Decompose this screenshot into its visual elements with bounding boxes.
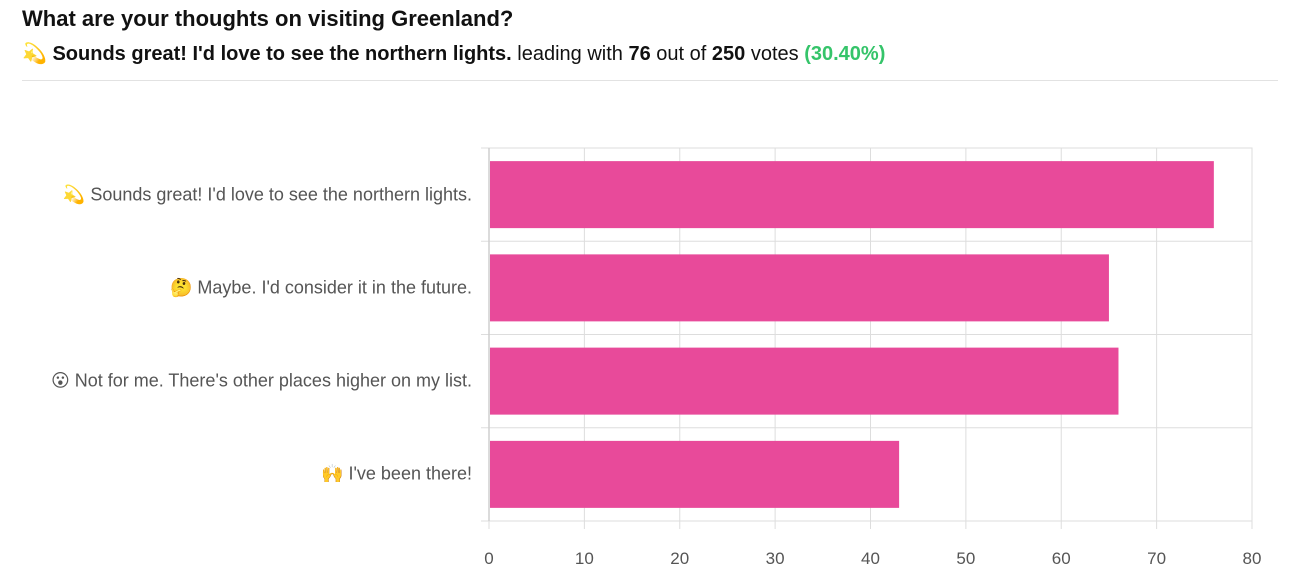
x-tick-label: 60 (1052, 549, 1071, 568)
x-tick-label: 40 (861, 549, 880, 568)
x-tick-label: 80 (1243, 549, 1262, 568)
category-label: 😮 Not for me. There's other places highe… (50, 370, 472, 391)
category-label: 🤔 Maybe. I'd consider it in the future. (170, 277, 472, 298)
bar (490, 254, 1109, 322)
x-tick-label: 50 (956, 549, 975, 568)
header-divider (22, 80, 1278, 81)
votes-word: votes (750, 43, 799, 65)
leader-percentage: (30.40%) (804, 43, 886, 65)
poll-summary: 💫 Sounds great! I'd love to see the nort… (22, 41, 885, 66)
x-tick-label: 30 (766, 549, 785, 568)
leader-emoji-icon: 💫 (22, 41, 47, 65)
leader-votes: 76 (628, 43, 651, 65)
out-of-text: out of (656, 43, 707, 65)
leading-with-text: leading with (517, 43, 623, 65)
bar (490, 161, 1214, 229)
total-votes: 250 (711, 43, 746, 65)
bar (490, 347, 1119, 415)
x-tick-label: 70 (1147, 549, 1166, 568)
poll-question: What are your thoughts on visiting Green… (22, 6, 514, 31)
category-label: 💫 Sounds great! I'd love to see the nort… (62, 184, 472, 205)
leader-option-text: Sounds great! I'd love to see the northe… (52, 43, 512, 65)
x-tick-label: 20 (670, 549, 689, 568)
x-tick-label: 0 (484, 549, 493, 568)
category-label: 🙌 I've been there! (321, 463, 472, 484)
bar (490, 440, 900, 508)
x-tick-label: 10 (575, 549, 594, 568)
